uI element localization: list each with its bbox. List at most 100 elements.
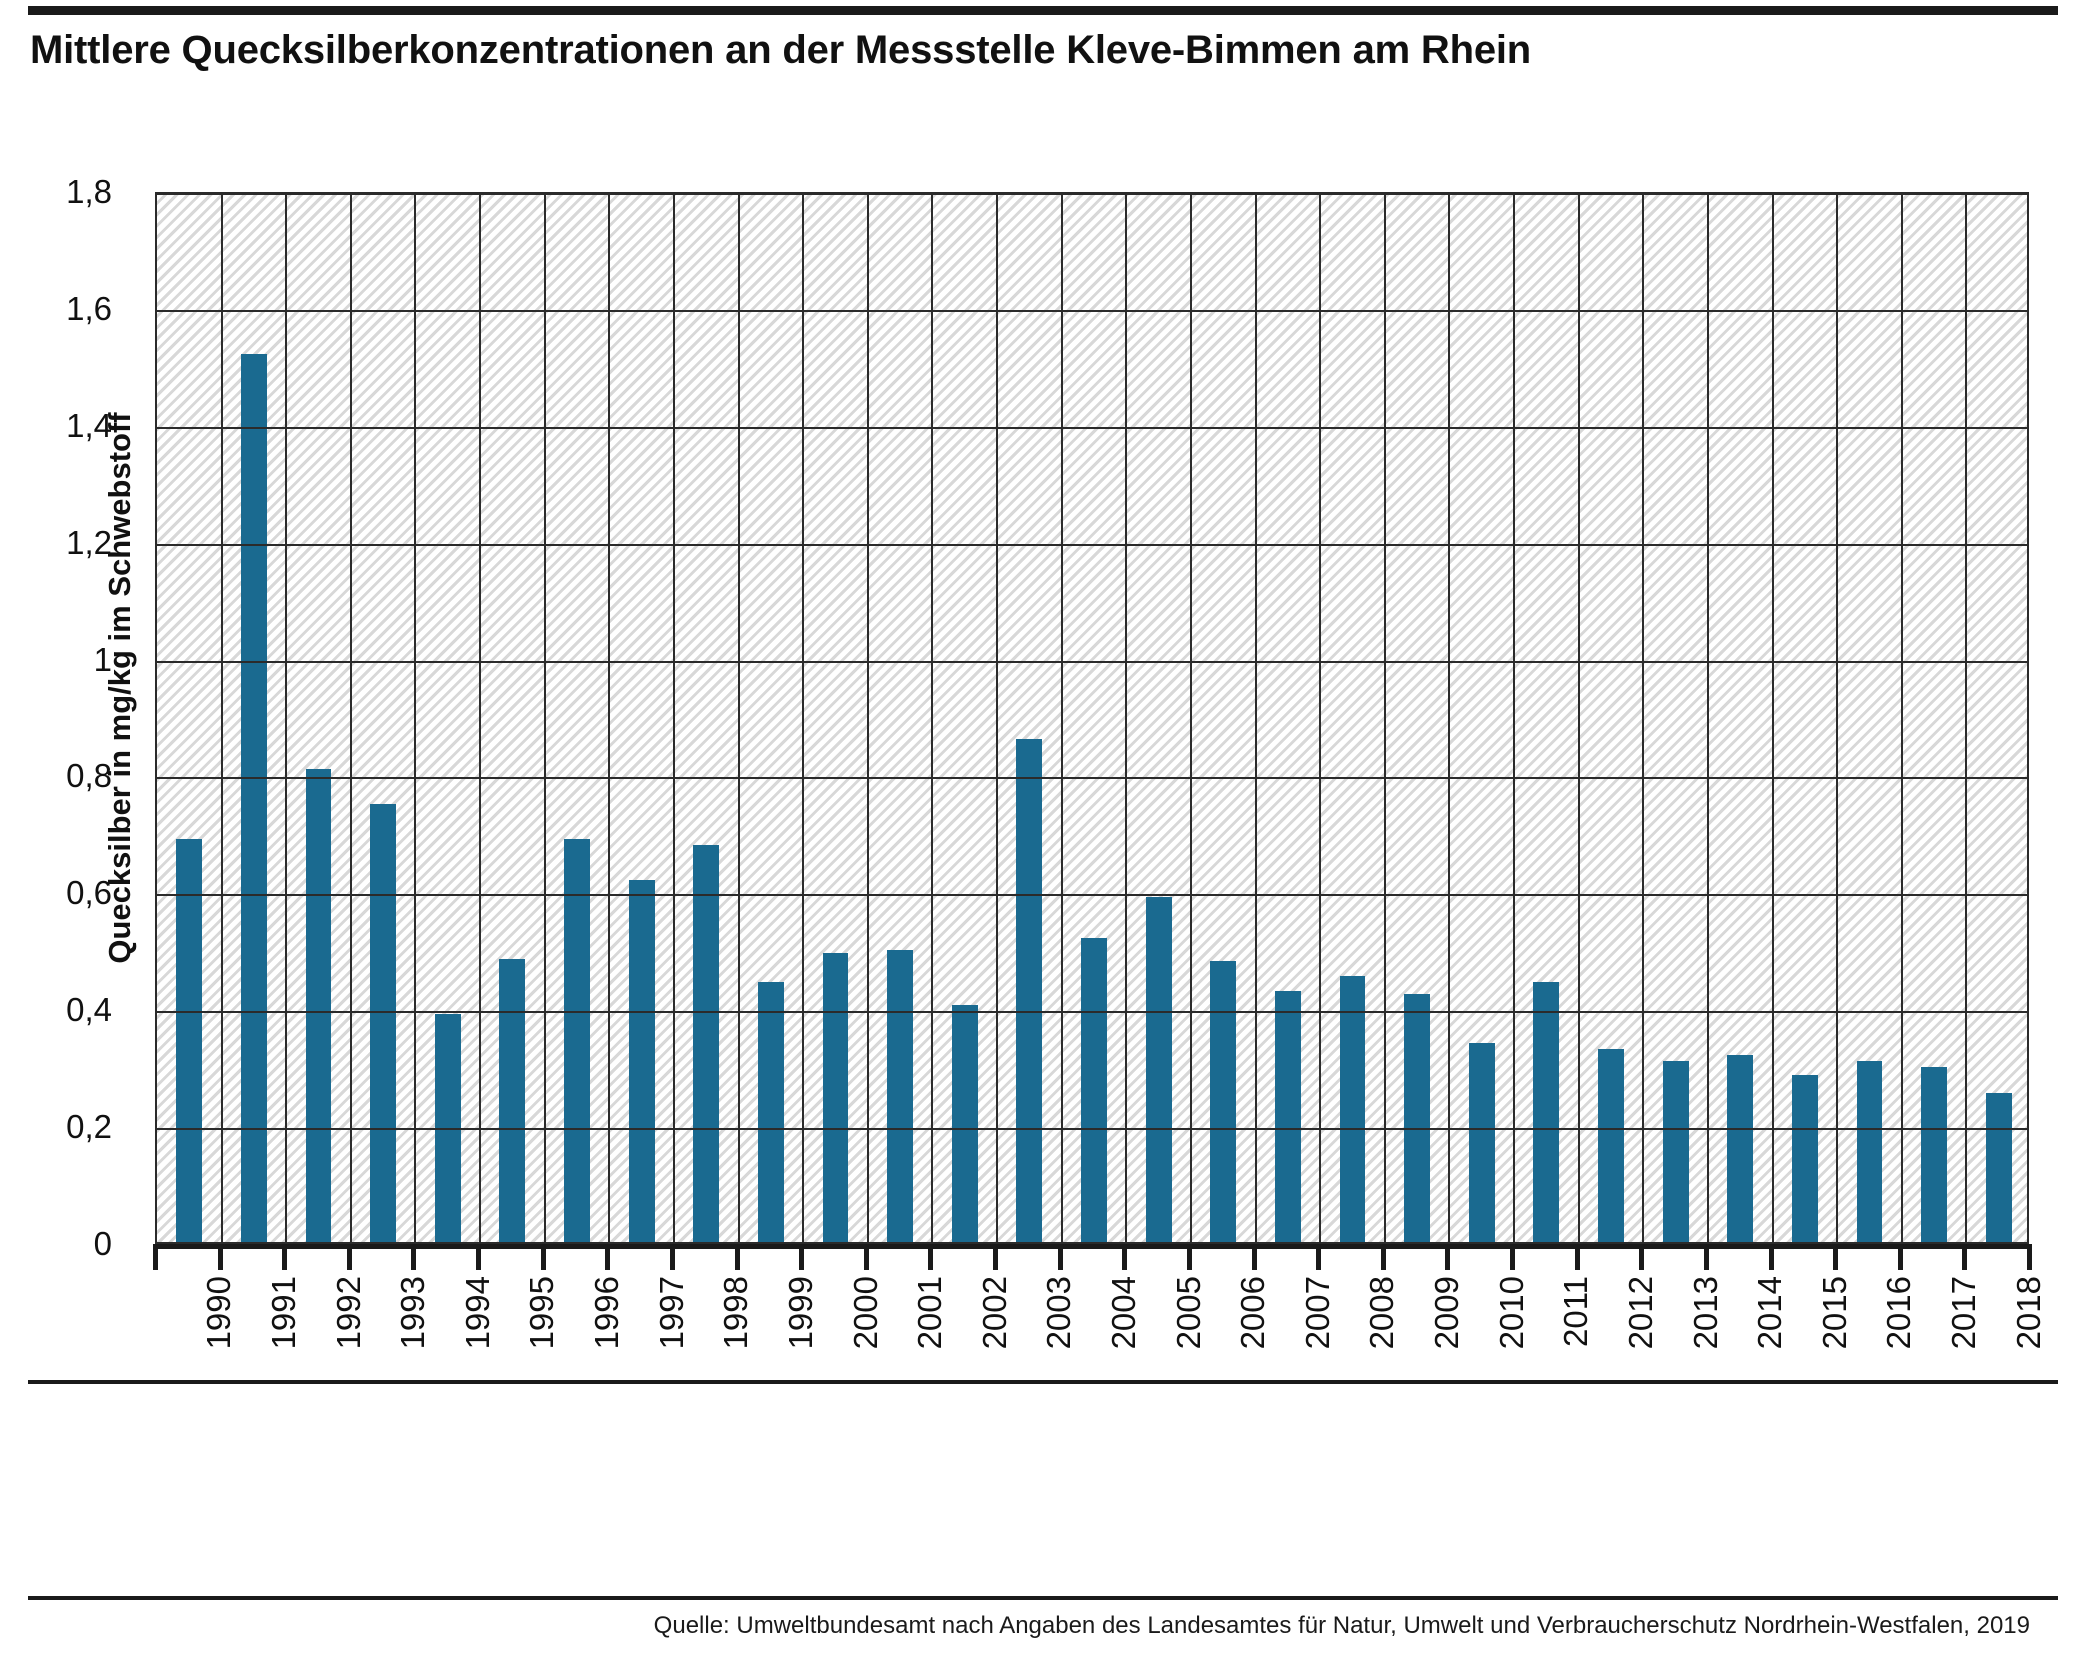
x-axis-line	[155, 1244, 2029, 1249]
vertical-gridline	[1125, 194, 1128, 1242]
vertical-gridline	[1189, 194, 1192, 1242]
bar	[564, 838, 590, 1242]
bar	[176, 838, 203, 1242]
x-axis-tick	[411, 1244, 417, 1270]
bar	[757, 981, 784, 1242]
x-axis-tick	[1251, 1244, 1257, 1270]
vertical-gridline	[1965, 194, 1968, 1242]
x-axis-tick	[734, 1244, 740, 1270]
y-axis-tick-label: 1,4	[66, 406, 112, 444]
bar	[1081, 938, 1107, 1242]
x-axis-tick-label: 2000	[846, 1276, 884, 1350]
bar	[1598, 1049, 1624, 1242]
vertical-gridline	[866, 194, 869, 1242]
x-axis-tick	[1510, 1244, 1516, 1270]
middle-divider	[28, 1380, 2058, 1384]
vertical-gridline	[543, 194, 546, 1242]
horizontal-gridline	[157, 777, 2027, 780]
vertical-gridline	[996, 194, 999, 1242]
vertical-gridline	[285, 194, 288, 1242]
x-axis-tick-label: 2014	[1751, 1276, 1789, 1350]
x-axis-tick	[1057, 1244, 1063, 1270]
bar-chart: Quecksilber in mg/kg im Schwebstoff 0 0,2…	[0, 150, 2086, 1349]
x-axis-tick	[1122, 1244, 1128, 1270]
x-axis-tick-label: 2011	[1557, 1276, 1595, 1347]
vertical-gridline	[1577, 194, 1580, 1242]
x-axis-tick-label: 2012	[1621, 1276, 1659, 1350]
x-axis-tick-label: 1990	[200, 1276, 238, 1350]
x-axis-tick	[540, 1244, 546, 1270]
top-divider	[28, 6, 2058, 15]
x-axis-tick	[1768, 1244, 1774, 1270]
x-axis-tick	[1316, 1244, 1322, 1270]
bar	[1016, 739, 1043, 1242]
bar	[1404, 993, 1431, 1242]
x-axis-tick-label: 2009	[1428, 1276, 1466, 1350]
y-axis-tick-label: 0,4	[66, 991, 112, 1029]
y-axis-tick-labels: 0 0,2 0,4 0,6 0,8 1 1,2 1,4 1,6 1,8	[0, 150, 112, 1262]
x-axis-tick	[2027, 1244, 2032, 1270]
x-axis-tick-label: 2007	[1298, 1276, 1336, 1350]
x-axis-tick-label: 1993	[394, 1276, 432, 1350]
bar	[1533, 981, 1560, 1242]
vertical-gridline	[479, 194, 482, 1242]
bar-series	[157, 194, 2027, 1242]
bar	[628, 879, 655, 1242]
vertical-gridline	[349, 194, 352, 1242]
bar	[1662, 1060, 1689, 1242]
vertical-gridline	[220, 194, 223, 1242]
x-axis-tick-label: 2018	[2009, 1276, 2047, 1350]
bar	[305, 768, 332, 1242]
x-axis-tick	[282, 1244, 288, 1270]
horizontal-gridline	[157, 894, 2027, 897]
bar	[1274, 990, 1301, 1242]
x-axis-tick	[928, 1244, 934, 1270]
bar	[1339, 976, 1366, 1242]
bar	[1921, 1066, 1947, 1242]
x-axis-tick	[1897, 1244, 1903, 1270]
bar	[1210, 961, 1237, 1242]
bar	[887, 949, 914, 1242]
x-axis-tick	[153, 1244, 158, 1270]
vertical-gridline	[802, 194, 805, 1242]
x-axis-tick	[476, 1244, 482, 1270]
horizontal-gridline	[157, 660, 2027, 663]
x-axis-tick-label: 2015	[1815, 1276, 1853, 1350]
page-title: Mittlere Quecksilberkonzentrationen an d…	[30, 28, 1532, 72]
x-axis-tick-label: 2004	[1105, 1276, 1142, 1350]
x-axis-tick	[1186, 1244, 1192, 1270]
vertical-gridline	[1383, 194, 1386, 1242]
bottom-divider	[28, 1596, 2058, 1600]
bar	[693, 844, 720, 1242]
vertical-gridline	[672, 194, 675, 1242]
y-axis-tick-label: 0,8	[66, 757, 112, 795]
x-axis-tick-label: 2003	[1040, 1276, 1078, 1350]
horizontal-gridline	[157, 194, 2027, 195]
x-axis-tick-label: 1999	[781, 1276, 819, 1350]
bar	[822, 952, 849, 1242]
x-axis-tick-label: 2001	[911, 1276, 949, 1350]
horizontal-gridline	[157, 543, 2027, 546]
x-axis-tick-label: 2005	[1169, 1276, 1207, 1350]
vertical-gridline	[737, 194, 740, 1242]
vertical-gridline	[1513, 194, 1516, 1242]
x-axis-tick-label: 2017	[1945, 1276, 1983, 1350]
x-axis-tick	[217, 1244, 223, 1270]
y-axis-tick-label: 0,2	[66, 1108, 112, 1146]
vertical-gridline	[1060, 194, 1063, 1242]
bar	[434, 1014, 461, 1242]
vertical-gridline	[1900, 194, 1903, 1242]
x-axis-tick-labels: 1990 1991 1992 1993 1994 1995 1996 1997 1998 1999…	[155, 1276, 2046, 1446]
x-axis-tick-label: 2010	[1492, 1276, 1530, 1350]
x-axis-tick-label: 1998	[717, 1276, 755, 1350]
source-note: Quelle: Umweltbundesamt nach Angaben des…	[653, 1612, 2030, 1639]
x-axis-tick	[669, 1244, 675, 1270]
x-axis-tick-label: 1997	[652, 1276, 690, 1350]
bar	[1791, 1075, 1818, 1242]
x-axis-tick	[346, 1244, 352, 1270]
vertical-gridline	[1836, 194, 1839, 1242]
x-axis-tick-label: 1994	[458, 1276, 496, 1350]
vertical-gridline	[1642, 194, 1645, 1242]
x-axis-tick-label: 1991	[264, 1276, 302, 1350]
vertical-gridline	[931, 194, 934, 1242]
